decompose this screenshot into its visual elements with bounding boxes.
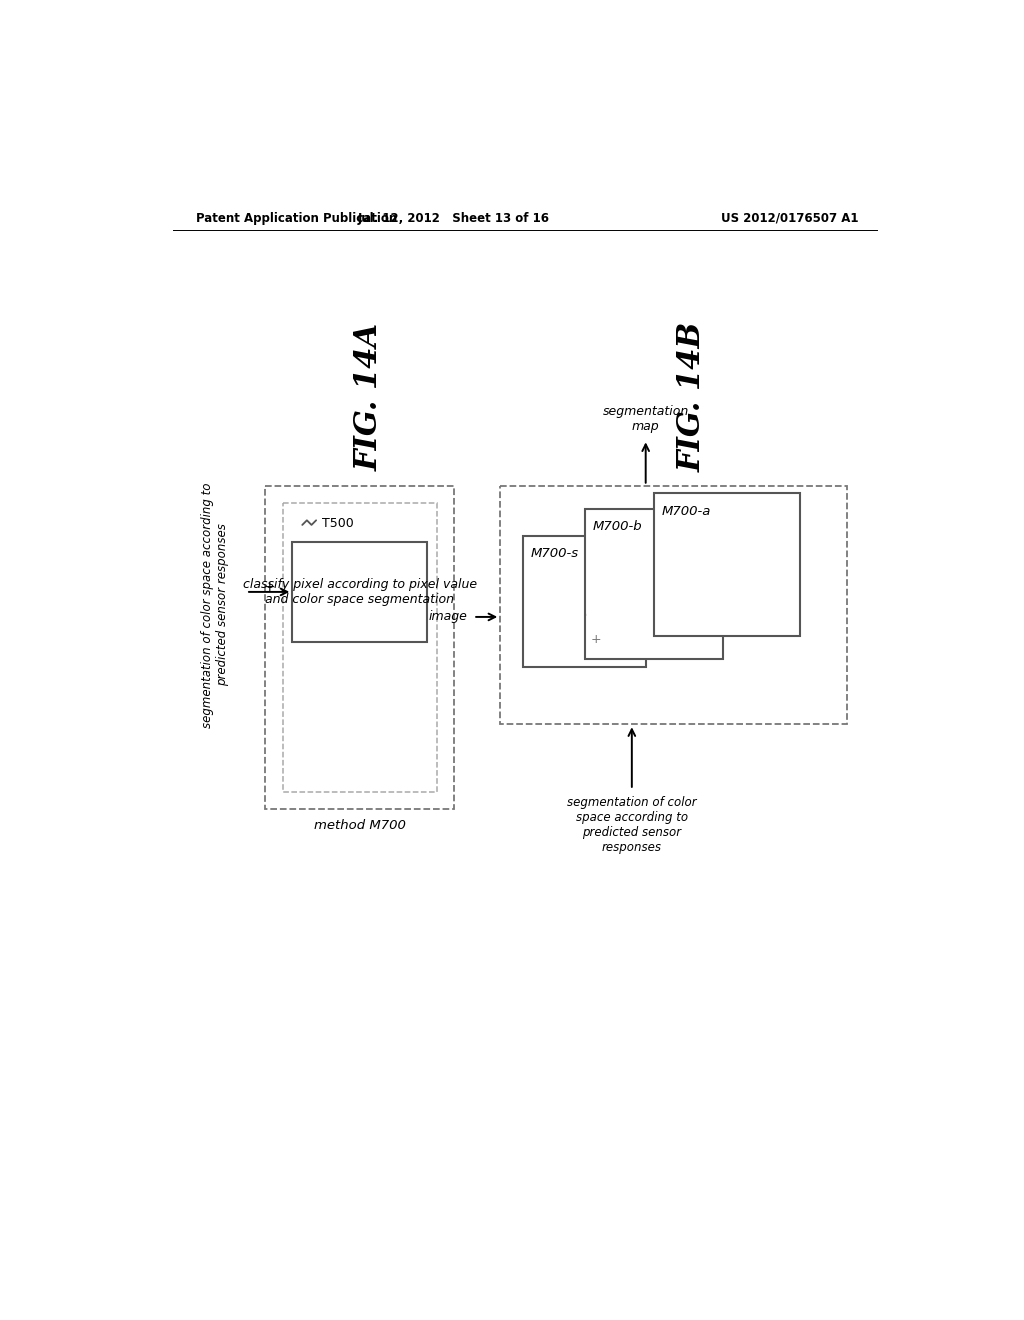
Text: Patent Application Publication: Patent Application Publication: [196, 213, 397, 224]
Bar: [265, 486, 454, 809]
Text: classify pixel according to pixel value
and color space segmentation: classify pixel according to pixel value …: [243, 578, 477, 606]
Text: FIG. 14B: FIG. 14B: [677, 322, 709, 473]
Bar: [585, 508, 724, 659]
Text: ·: ·: [582, 607, 588, 626]
Bar: [500, 486, 847, 725]
Text: segmentation
map: segmentation map: [602, 405, 689, 433]
Text: +: +: [591, 634, 602, 647]
Text: segmentation of color space according to
predicted sensor responses: segmentation of color space according to…: [202, 482, 229, 727]
Bar: [654, 494, 801, 636]
Text: Jul. 12, 2012   Sheet 13 of 16: Jul. 12, 2012 Sheet 13 of 16: [358, 213, 550, 224]
Bar: [523, 536, 646, 667]
Text: T500: T500: [323, 517, 354, 529]
Text: segmentation of color
space according to
predicted sensor
responses: segmentation of color space according to…: [567, 796, 696, 854]
Bar: [292, 543, 427, 642]
Text: M700-s: M700-s: [531, 548, 580, 560]
Text: US 2012/0176507 A1: US 2012/0176507 A1: [721, 213, 858, 224]
Text: method M700: method M700: [313, 820, 406, 833]
Text: M700-b: M700-b: [593, 520, 642, 533]
Text: image: image: [428, 610, 467, 623]
Text: M700-a: M700-a: [662, 506, 712, 517]
Text: FIG. 14A: FIG. 14A: [353, 323, 385, 471]
Text: +: +: [263, 581, 275, 594]
Bar: [283, 503, 437, 792]
